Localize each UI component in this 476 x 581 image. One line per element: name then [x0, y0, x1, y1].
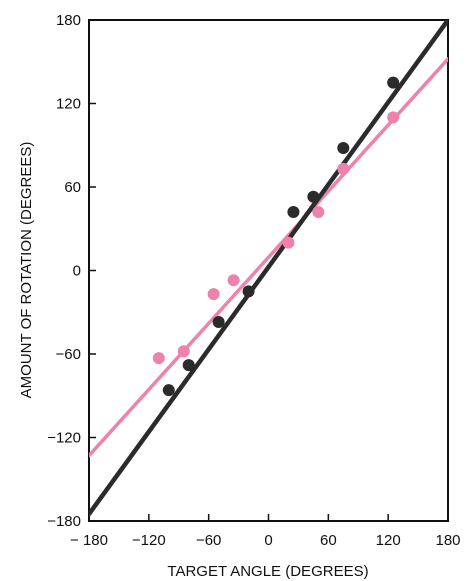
- data-point-pink: [227, 274, 240, 287]
- fit-line-dark: [89, 20, 448, 517]
- data-point-pink: [387, 111, 400, 124]
- data-point-dark: [287, 206, 300, 219]
- fit-line-pink: [89, 57, 448, 458]
- y-tick-label: −120: [47, 430, 81, 447]
- data-point-dark: [387, 76, 400, 89]
- data-point-dark: [307, 190, 320, 203]
- data-point-dark: [212, 315, 225, 328]
- y-axis-ticks: −180 −120 −60 0 60 120 180: [47, 12, 96, 530]
- fit-lines: [89, 20, 448, 517]
- data-point-dark: [162, 384, 175, 397]
- x-tick-label: 60: [320, 532, 337, 549]
- y-tick-label: −180: [47, 513, 81, 530]
- x-tick-label: 120: [376, 532, 401, 549]
- data-points: [152, 76, 400, 397]
- data-point-pink: [337, 162, 350, 175]
- y-tick-label: 120: [56, 96, 81, 113]
- y-tick-label: 60: [64, 179, 81, 196]
- y-tick-label: −60: [56, 346, 81, 363]
- x-tick-label: −60: [196, 532, 221, 549]
- x-tick-label: 0: [264, 532, 272, 549]
- x-tick-label: 180: [435, 532, 460, 549]
- data-point-dark: [182, 359, 195, 372]
- data-point-pink: [207, 288, 220, 301]
- x-axis-ticks: − 180 −120 −60 0 60 120 180: [70, 514, 461, 549]
- y-tick-label: 0: [73, 263, 81, 280]
- data-point-pink: [177, 345, 190, 358]
- data-point-pink: [152, 352, 165, 365]
- data-point-dark: [337, 142, 350, 155]
- y-tick-label: 180: [56, 12, 81, 29]
- y-axis-label: AMOUNT OF ROTATION (DEGREES): [18, 142, 35, 399]
- x-tick-label: −120: [132, 532, 166, 549]
- data-point-dark: [242, 285, 255, 298]
- data-point-pink: [282, 236, 295, 249]
- x-axis-label: TARGET ANGLE (DEGREES): [167, 563, 368, 580]
- x-tick-label: − 180: [70, 532, 108, 549]
- data-point-pink: [312, 206, 325, 219]
